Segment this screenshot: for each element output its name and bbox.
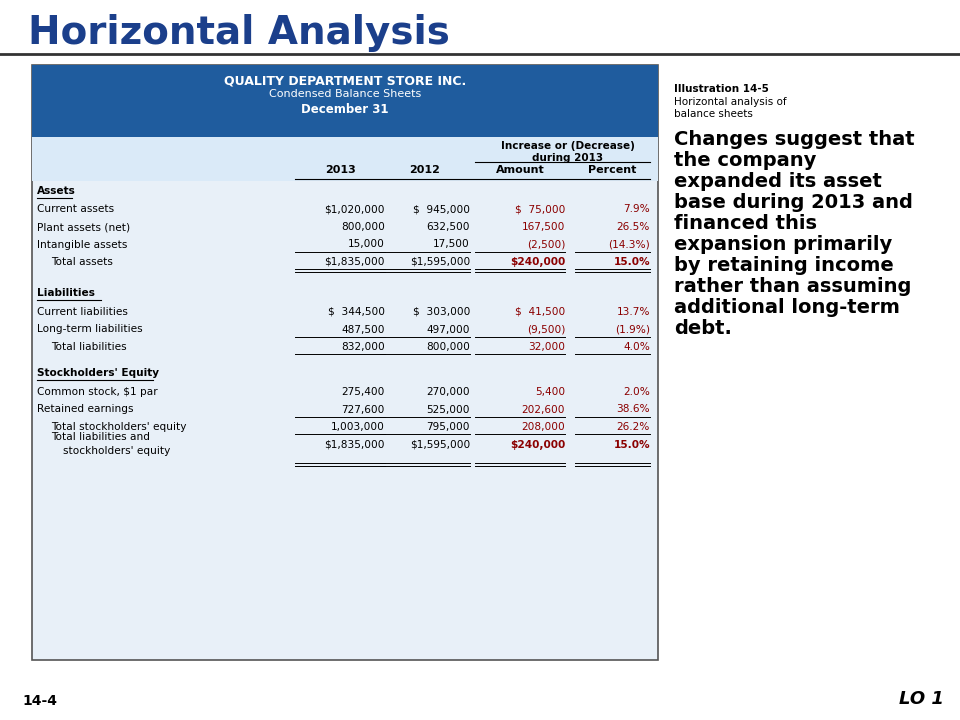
- Text: $  344,500: $ 344,500: [328, 307, 385, 317]
- Text: rather than assuming: rather than assuming: [674, 277, 911, 296]
- Text: Stockholders' Equity: Stockholders' Equity: [37, 369, 159, 379]
- Text: 800,000: 800,000: [426, 342, 470, 352]
- Text: Illustration 14-5: Illustration 14-5: [674, 84, 769, 94]
- Text: Total liabilities and: Total liabilities and: [51, 433, 150, 443]
- Text: $1,835,000: $1,835,000: [324, 257, 385, 267]
- Text: $1,595,000: $1,595,000: [410, 439, 470, 449]
- Text: 14-4: 14-4: [22, 694, 57, 708]
- Text: 26.2%: 26.2%: [616, 422, 650, 432]
- Text: Horizontal analysis of: Horizontal analysis of: [674, 97, 786, 107]
- Text: 2.0%: 2.0%: [623, 387, 650, 397]
- Text: 15.0%: 15.0%: [613, 257, 650, 267]
- Text: 38.6%: 38.6%: [616, 405, 650, 415]
- Text: (1.9%): (1.9%): [615, 325, 650, 335]
- Text: during 2013: during 2013: [532, 153, 603, 163]
- Text: Horizontal Analysis: Horizontal Analysis: [28, 14, 450, 52]
- Text: Changes suggest that: Changes suggest that: [674, 130, 915, 149]
- Text: Amount: Amount: [495, 165, 544, 175]
- Text: Common stock, $1 par: Common stock, $1 par: [37, 387, 157, 397]
- Bar: [32, 65, 658, 137]
- Text: $240,000: $240,000: [510, 257, 565, 267]
- Text: 487,500: 487,500: [342, 325, 385, 335]
- Text: 2012: 2012: [410, 165, 441, 175]
- Bar: [32, 137, 658, 181]
- Bar: [32, 65, 658, 660]
- Text: 17,500: 17,500: [433, 240, 470, 250]
- Text: Current liabilities: Current liabilities: [37, 307, 128, 317]
- Text: 2013: 2013: [324, 165, 355, 175]
- Text: Total stockholders' equity: Total stockholders' equity: [51, 422, 186, 432]
- Text: Long-term liabilities: Long-term liabilities: [37, 325, 143, 335]
- Text: 32,000: 32,000: [528, 342, 565, 352]
- Text: $  41,500: $ 41,500: [515, 307, 565, 317]
- Text: 632,500: 632,500: [426, 222, 470, 232]
- Text: $1,835,000: $1,835,000: [324, 439, 385, 449]
- Text: 26.5%: 26.5%: [616, 222, 650, 232]
- Text: 270,000: 270,000: [426, 387, 470, 397]
- Text: Plant assets (net): Plant assets (net): [37, 222, 131, 232]
- Text: (9,500): (9,500): [527, 325, 565, 335]
- Text: balance sheets: balance sheets: [674, 109, 753, 119]
- Text: $  945,000: $ 945,000: [413, 204, 470, 215]
- Text: 15.0%: 15.0%: [613, 439, 650, 449]
- Text: Increase or (Decrease): Increase or (Decrease): [500, 141, 635, 151]
- Text: 1,003,000: 1,003,000: [331, 422, 385, 432]
- Text: Percent: Percent: [588, 165, 636, 175]
- Text: 4.0%: 4.0%: [623, 342, 650, 352]
- Text: $1,595,000: $1,595,000: [410, 257, 470, 267]
- Text: (2,500): (2,500): [527, 240, 565, 250]
- Text: financed this: financed this: [674, 214, 817, 233]
- Text: (14.3%): (14.3%): [609, 240, 650, 250]
- Text: QUALITY DEPARTMENT STORE INC.: QUALITY DEPARTMENT STORE INC.: [224, 75, 467, 88]
- Text: 800,000: 800,000: [341, 222, 385, 232]
- Text: Assets: Assets: [37, 186, 76, 196]
- Text: 15,000: 15,000: [348, 240, 385, 250]
- Text: 208,000: 208,000: [521, 422, 565, 432]
- Text: 727,600: 727,600: [342, 405, 385, 415]
- Text: 497,000: 497,000: [426, 325, 470, 335]
- Text: $240,000: $240,000: [510, 439, 565, 449]
- Text: debt.: debt.: [674, 319, 732, 338]
- Text: base during 2013 and: base during 2013 and: [674, 193, 913, 212]
- Text: $  303,000: $ 303,000: [413, 307, 470, 317]
- Text: 7.9%: 7.9%: [623, 204, 650, 215]
- Text: Total assets: Total assets: [51, 257, 113, 267]
- Text: the company: the company: [674, 151, 816, 170]
- Text: LO 1: LO 1: [900, 690, 944, 708]
- Text: 202,600: 202,600: [521, 405, 565, 415]
- Text: Liabilities: Liabilities: [37, 289, 95, 299]
- Text: 832,000: 832,000: [341, 342, 385, 352]
- Text: expanded its asset: expanded its asset: [674, 172, 882, 191]
- Text: 167,500: 167,500: [521, 222, 565, 232]
- Text: 525,000: 525,000: [426, 405, 470, 415]
- Text: by retaining income: by retaining income: [674, 256, 894, 275]
- Text: expansion primarily: expansion primarily: [674, 235, 892, 254]
- Text: 5,400: 5,400: [535, 387, 565, 397]
- Text: Retained earnings: Retained earnings: [37, 405, 133, 415]
- Text: stockholders' equity: stockholders' equity: [63, 446, 170, 456]
- Text: $1,020,000: $1,020,000: [324, 204, 385, 215]
- Text: Condensed Balance Sheets: Condensed Balance Sheets: [269, 89, 421, 99]
- Text: 795,000: 795,000: [426, 422, 470, 432]
- Text: 13.7%: 13.7%: [616, 307, 650, 317]
- Text: December 31: December 31: [301, 103, 389, 116]
- Text: Current assets: Current assets: [37, 204, 114, 215]
- Text: Intangible assets: Intangible assets: [37, 240, 128, 250]
- Text: $  75,000: $ 75,000: [515, 204, 565, 215]
- Text: additional long-term: additional long-term: [674, 298, 900, 317]
- Text: 275,400: 275,400: [342, 387, 385, 397]
- Text: Total liabilities: Total liabilities: [51, 342, 127, 352]
